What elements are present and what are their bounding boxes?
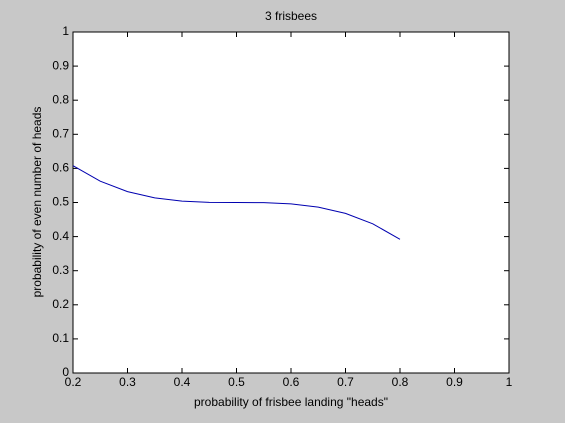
x-tick-label: 1 (506, 375, 513, 389)
x-tick-label: 0.2 (65, 375, 82, 389)
x-tick-label: 0.5 (228, 375, 245, 389)
y-axis-label: probability of even number of heads (30, 107, 44, 298)
y-tick-label: 0.7 (52, 126, 69, 140)
y-tick-label: 0.2 (52, 297, 69, 311)
x-tick-label: 0.8 (392, 375, 409, 389)
chart-title: 3 frisbees (265, 9, 317, 23)
x-axis-label: probability of frisbee landing "heads" (194, 395, 388, 409)
x-tick-label: 0.4 (174, 375, 191, 389)
y-tick-label: 0.3 (52, 263, 69, 277)
plot-area (72, 31, 510, 374)
y-tick-label: 0.8 (52, 92, 69, 106)
y-tick-label: 0.5 (52, 195, 69, 209)
y-tick-label: 0.1 (52, 331, 69, 345)
x-tick-label: 0.9 (446, 375, 463, 389)
y-tick-label: 1 (62, 24, 69, 38)
x-tick-label: 0.3 (119, 375, 136, 389)
y-tick-label: 0.4 (52, 229, 69, 243)
y-tick-label: 0 (62, 365, 69, 379)
y-tick-label: 0.6 (52, 161, 69, 175)
x-tick-label: 0.7 (337, 375, 354, 389)
x-tick-label: 0.6 (283, 375, 300, 389)
data-line (72, 165, 401, 240)
y-tick-label: 0.9 (52, 58, 69, 72)
